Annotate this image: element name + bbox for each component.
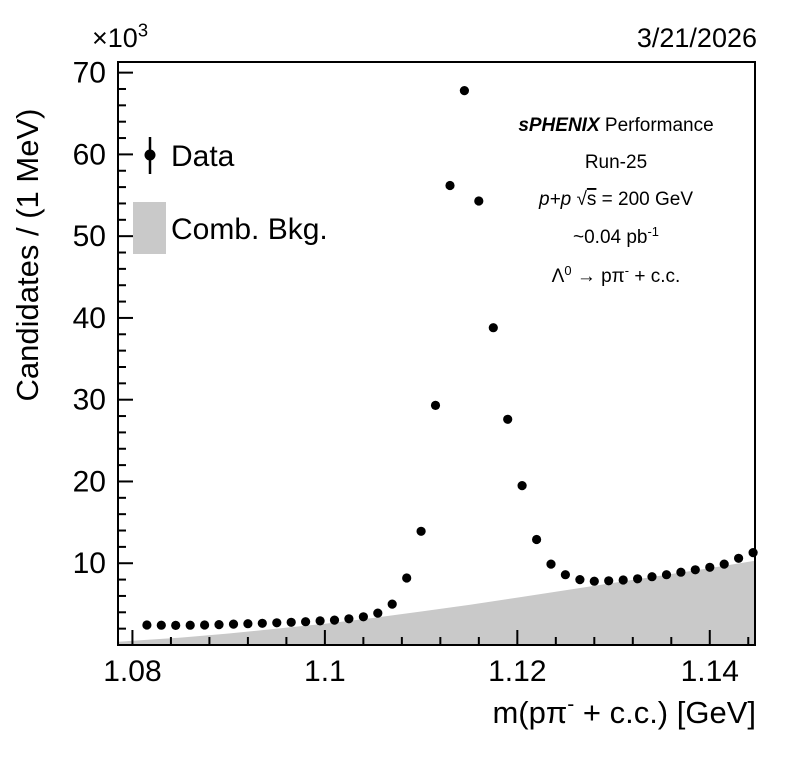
legend-label-comb-bkg: Comb. Bkg. (171, 213, 328, 246)
legend-label-data: Data (171, 140, 235, 173)
data-point (676, 567, 686, 577)
data-point (344, 614, 354, 624)
data-point-marker-icon (144, 149, 156, 161)
data-point (661, 570, 672, 580)
data-point (315, 616, 325, 626)
data-point (589, 576, 599, 586)
y-tick-label: 50 (73, 220, 106, 253)
data-point (690, 565, 700, 575)
data-point (301, 617, 311, 627)
data-point (647, 572, 657, 582)
annotation-line: ~0.04 pb-1 (573, 224, 659, 248)
plot-frame (117, 61, 756, 646)
data-point (156, 620, 166, 630)
data-point (488, 323, 498, 333)
data-point (329, 615, 340, 625)
data-point (719, 559, 729, 569)
data-point (200, 620, 210, 630)
data-point (546, 559, 556, 569)
data-point (517, 481, 527, 491)
data-point (387, 599, 397, 609)
plot-area: 1.08 1.1 1.12 1.14 10 20 30 40 50 60 70 (73, 57, 758, 688)
y-axis-title: Candidates / (1 MeV) (10, 109, 45, 402)
legend: Data Comb. Bkg. (133, 137, 328, 254)
x-tick-label: 1.1 (304, 655, 346, 688)
data-point (503, 414, 513, 424)
y-tick-label: 30 (73, 384, 106, 417)
data-point (445, 180, 455, 191)
data-point (416, 526, 426, 536)
annotation-line: Λ0 → pπ- + c.c. (552, 263, 681, 287)
comb-bkg-area (118, 560, 755, 645)
x-tick-label: 1.08 (103, 655, 161, 688)
comb-bkg-swatch-icon (133, 202, 166, 254)
y-tick-label: 40 (73, 302, 106, 335)
data-point (373, 608, 383, 618)
data-point (243, 619, 253, 629)
data-point (257, 618, 267, 628)
y-tick-label: 60 (73, 138, 106, 171)
data-point (474, 196, 484, 206)
data-point (532, 534, 542, 545)
annotation-line: sPHENIX Performance (518, 115, 713, 136)
data-point (358, 612, 368, 622)
x-axis-title: m(pπ- + c.c.) [GeV] (492, 693, 756, 730)
data-point (214, 620, 224, 630)
y-tick-label: 10 (73, 547, 106, 580)
data-point (705, 562, 715, 572)
data-point (430, 400, 441, 410)
annotation-line: Run-25 (585, 152, 647, 173)
data-point (185, 620, 195, 630)
annotation-line: p+p √s = 200 GeV (538, 189, 693, 210)
y-axis-exponent-label: ×103 (92, 20, 148, 53)
date-label: 3/21/2026 (637, 23, 757, 53)
y-tick-label: 70 (73, 57, 106, 90)
data-point (171, 620, 181, 631)
y-tick-label: 20 (73, 465, 106, 498)
legend-entry-data: Data (144, 137, 235, 174)
data-point (286, 617, 296, 627)
data-point (272, 618, 282, 628)
axis-ticks (118, 71, 750, 645)
x-tick-label: 1.14 (681, 655, 739, 688)
data-point (142, 620, 152, 630)
legend-entry-comb-bkg: Comb. Bkg. (133, 202, 328, 254)
data-point (575, 575, 585, 585)
data-point (633, 574, 643, 584)
data-point (228, 619, 239, 629)
data-point (402, 573, 412, 583)
data-point (459, 86, 469, 96)
data-point (748, 548, 758, 558)
data-point (560, 570, 571, 580)
annotations-block: sPHENIX Performance Run-25 p+p √s = 200 Ge… (518, 115, 713, 287)
data-point (604, 576, 614, 586)
data-point (618, 575, 628, 585)
x-tick-label: 1.12 (488, 655, 546, 688)
data-point (734, 553, 744, 563)
